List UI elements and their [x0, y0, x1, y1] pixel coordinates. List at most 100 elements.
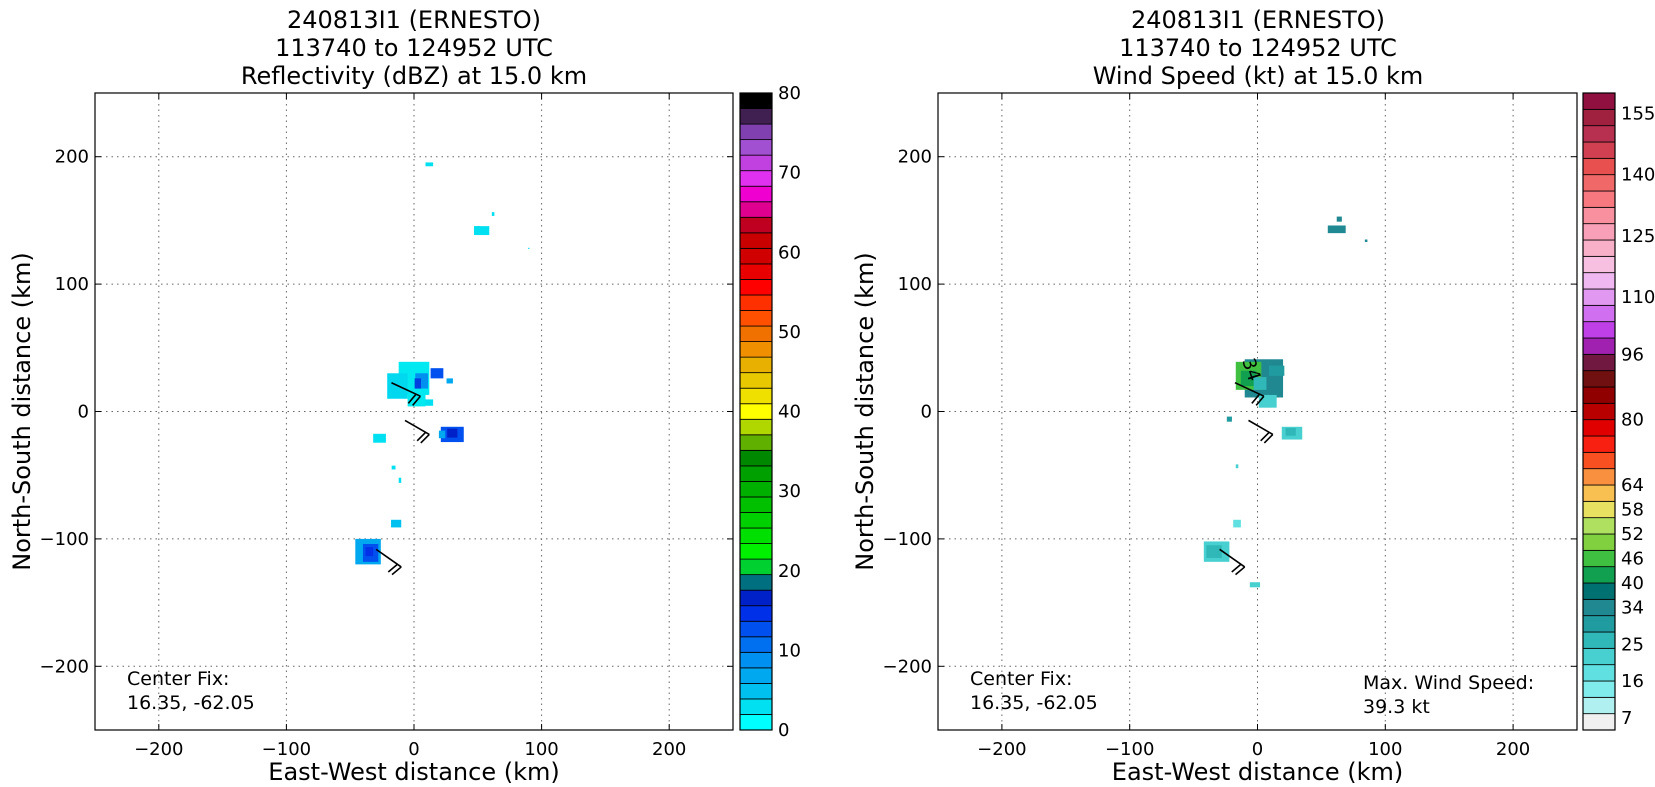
data-cell	[1206, 545, 1222, 559]
colorbar-segment	[739, 605, 773, 622]
data-cell	[528, 247, 530, 250]
data-cell	[407, 391, 426, 407]
colorbar-tick-label: 10	[778, 640, 801, 661]
colorbar-segment	[739, 651, 773, 669]
colorbar-segment	[739, 232, 773, 249]
colorbar-segment	[739, 667, 773, 684]
data-cell	[447, 428, 458, 438]
x-tick-label: −100	[262, 739, 311, 760]
colorbar-segment	[739, 201, 773, 218]
colorbar-segment	[739, 139, 773, 156]
data-cell	[1269, 365, 1285, 376]
y-tick-label: 0	[921, 402, 932, 423]
colorbar: 7 16 25 34 40 46 52 58 64 80 96 110 125 140 155	[1582, 92, 1655, 731]
colorbar-segment	[739, 403, 773, 420]
colorbar-segment	[1582, 337, 1616, 355]
colorbar-segment	[1582, 696, 1616, 715]
colorbar-segment	[1582, 631, 1616, 649]
colorbar-segment	[1582, 533, 1616, 551]
data-cell	[1240, 370, 1257, 387]
data-cell	[391, 519, 402, 528]
colorbar-segment	[739, 247, 773, 265]
x-tick-label: 0	[408, 739, 419, 760]
x-tick-label: 0	[1252, 739, 1263, 760]
wind-barb	[375, 548, 402, 576]
colorbar-segment	[739, 92, 773, 109]
colorbar-tick-label: 80	[1621, 410, 1644, 431]
wind-barb	[1219, 548, 1246, 576]
colorbar-segment	[739, 418, 773, 436]
center-fix-text: Center Fix:	[127, 668, 229, 690]
x-axis-label: East-West distance (km)	[268, 758, 559, 786]
colorbar-segment	[1582, 190, 1616, 208]
colorbar-segment	[1582, 647, 1616, 666]
colorbar-segment	[1582, 582, 1616, 600]
colorbar-segment	[739, 387, 773, 405]
colorbar-segment	[1582, 223, 1616, 241]
colorbar-segment	[1582, 402, 1616, 421]
colorbar-segment	[1582, 174, 1616, 192]
data-cell	[1327, 225, 1346, 234]
colorbar-segment	[739, 294, 773, 311]
data-cell	[1364, 239, 1368, 243]
colorbar-tick-label: 60	[778, 242, 801, 263]
colorbar-tick-label: 70	[778, 163, 801, 184]
colorbar-segment	[739, 620, 773, 638]
wind-barb	[404, 419, 430, 444]
chart-title-line: 240813I1 (ERNESTO)	[1131, 6, 1385, 34]
colorbar-segment	[739, 185, 773, 203]
colorbar-segment	[739, 279, 773, 296]
chart-title-line: 113740 to 124952 UTC	[275, 34, 553, 62]
data-cell	[425, 162, 434, 167]
colorbar-segment	[1582, 272, 1616, 290]
y-tick-label: 100	[898, 274, 932, 295]
colorbar-segment	[1582, 549, 1616, 568]
colorbar-tick-label: 125	[1621, 226, 1655, 247]
colorbar-tick-label: 96	[1621, 344, 1644, 365]
data-cell	[1253, 377, 1267, 390]
colorbar-segment	[1582, 141, 1616, 159]
colorbar-segment	[739, 154, 773, 172]
max-wind-speed-text: 39.3 kt	[1363, 696, 1430, 718]
colorbar-segment	[1582, 206, 1616, 225]
colorbar-segment	[1582, 615, 1616, 633]
colorbar-segment	[739, 372, 773, 389]
data-cell	[430, 368, 444, 379]
colorbar-segment	[1582, 239, 1616, 257]
x-tick-label: 100	[524, 739, 558, 760]
colorbar-tick-label: 50	[778, 322, 801, 343]
x-tick-label: 200	[652, 739, 686, 760]
colorbar-segment	[1582, 566, 1616, 584]
y-tick-label: −100	[40, 529, 89, 550]
colorbar-segment	[1582, 435, 1616, 453]
data-cell	[1233, 519, 1241, 528]
colorbar-segment	[1582, 304, 1616, 323]
y-tick-label: 0	[78, 402, 89, 423]
colorbar-segment	[739, 216, 773, 234]
y-axis-label: North-South distance (km)	[8, 252, 36, 571]
chart-title-line: 240813I1 (ERNESTO)	[287, 6, 541, 34]
colorbar-tick-label: 25	[1621, 634, 1644, 655]
y-tick-label: −200	[883, 656, 932, 677]
x-tick-label: −200	[134, 739, 183, 760]
colorbar-segment	[739, 325, 773, 342]
wind-speed-panel: 240813I1 (ERNESTO)113740 to 124952 UTCWi…	[851, 6, 1655, 786]
colorbar-tick-label: 40	[1621, 573, 1644, 594]
colorbar-segment	[739, 543, 773, 560]
colorbar-segment	[1582, 419, 1616, 437]
colorbar-segment	[1582, 255, 1616, 274]
wind-barb	[1234, 381, 1265, 406]
colorbar-segment	[739, 558, 773, 576]
colorbar-segment	[739, 714, 773, 731]
colorbar-segment	[1582, 157, 1616, 176]
colorbar-segment	[739, 496, 773, 513]
data-cell	[475, 226, 481, 230]
colorbar-tick-label: 46	[1621, 549, 1644, 570]
data-cell	[365, 547, 374, 557]
colorbar-segment	[1582, 125, 1616, 143]
colorbar-segment	[739, 636, 773, 653]
chart-title-line: 113740 to 124952 UTC	[1119, 34, 1397, 62]
x-tick-label: −100	[1105, 739, 1154, 760]
colorbar-frame	[739, 92, 773, 731]
colorbar-segment	[739, 449, 773, 467]
